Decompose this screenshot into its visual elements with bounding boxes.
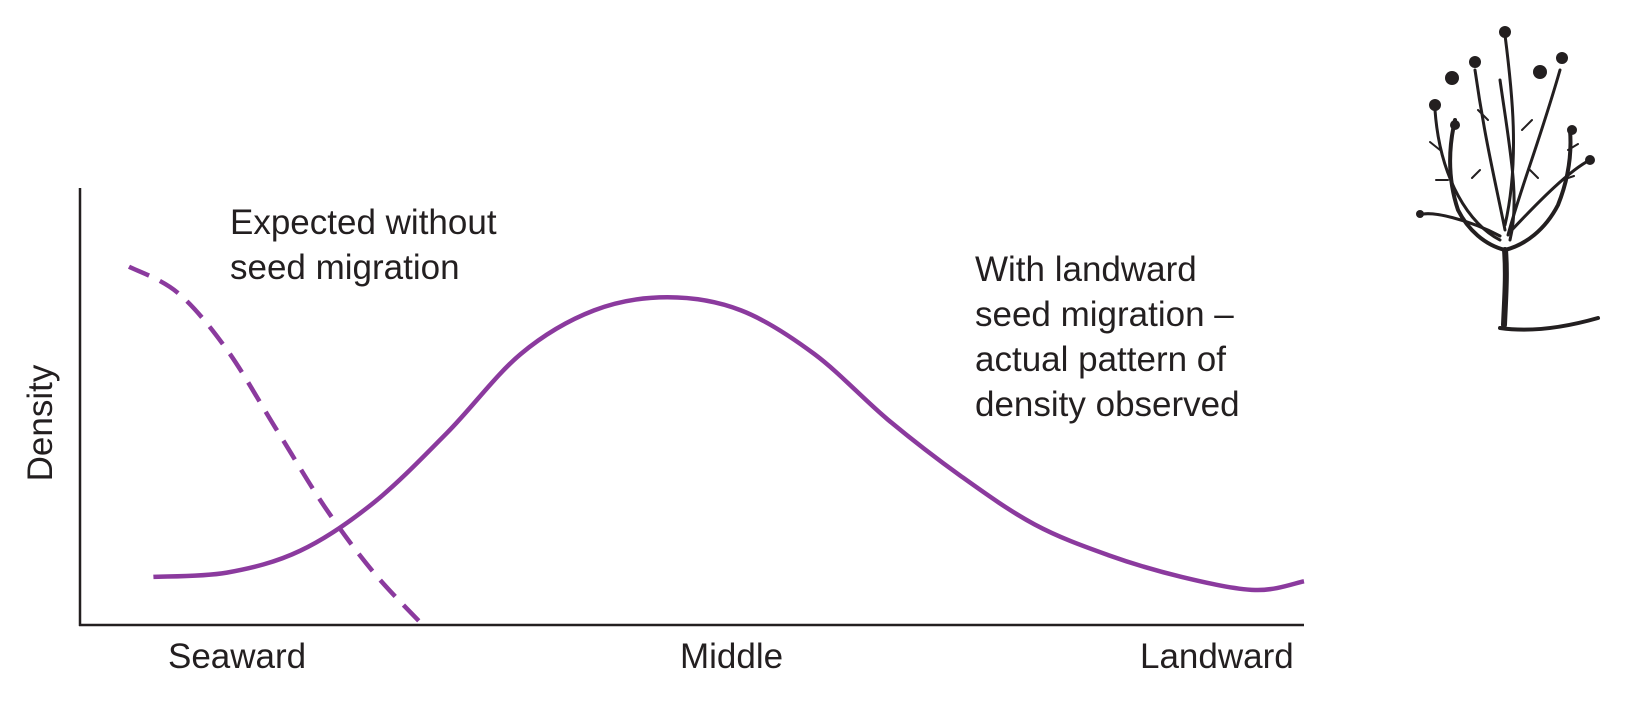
x-tick-landward: Landward — [1140, 637, 1294, 676]
annotation-line: With landward — [975, 250, 1197, 289]
annotation-line: Expected without — [230, 203, 497, 242]
annotation-observed: With landward seed migration – actual pa… — [975, 247, 1240, 427]
x-tick-seaward: Seaward — [168, 637, 307, 676]
series-layer — [127, 264, 1305, 627]
plant-icon — [1416, 26, 1600, 332]
x-tick-middle: Middle — [680, 637, 784, 676]
series-line-observed — [153, 295, 1305, 593]
annotation-line: actual pattern of — [975, 340, 1226, 379]
annotation-line: seed migration – — [975, 295, 1234, 334]
annotation-line: density observed — [975, 385, 1240, 424]
annotation-expected: Expected without seed migration — [230, 200, 497, 290]
series-line-expected — [127, 264, 425, 627]
y-axis-label: Density — [21, 364, 60, 482]
annotation-line: seed migration — [230, 248, 460, 287]
